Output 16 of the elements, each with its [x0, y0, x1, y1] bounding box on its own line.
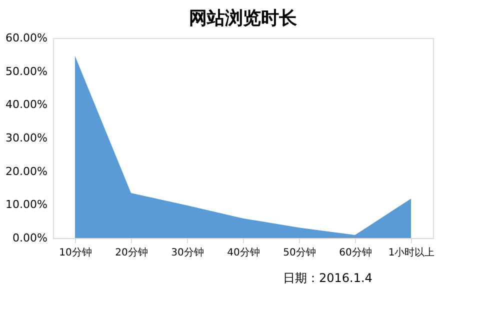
- y-tick-label: 10.00%: [6, 198, 48, 212]
- y-tick-label: 30.00%: [6, 132, 48, 144]
- y-tick-label: 0.00%: [12, 232, 48, 244]
- text: 日期：2016.1.4: [283, 271, 372, 285]
- x-tick-label: 20分钟: [115, 246, 148, 258]
- x-tick-label: 60分钟: [339, 246, 372, 258]
- x-tick-label: 30分钟: [171, 246, 204, 258]
- x-tick-label: 1小时以上: [388, 246, 435, 258]
- y-tick-label: 20.00%: [6, 164, 48, 178]
- y-tick-label: 60.00%: [6, 32, 48, 44]
- x-tick-label: 50分钟: [283, 246, 316, 258]
- x-tick-label: 40分钟: [227, 246, 260, 258]
- x-tick-label: 10分钟: [59, 246, 92, 258]
- y-tick-label: 50.00%: [6, 64, 48, 78]
- chart-title: 网站浏览时长: [189, 8, 298, 29]
- y-tick-label: 40.00%: [6, 98, 48, 112]
